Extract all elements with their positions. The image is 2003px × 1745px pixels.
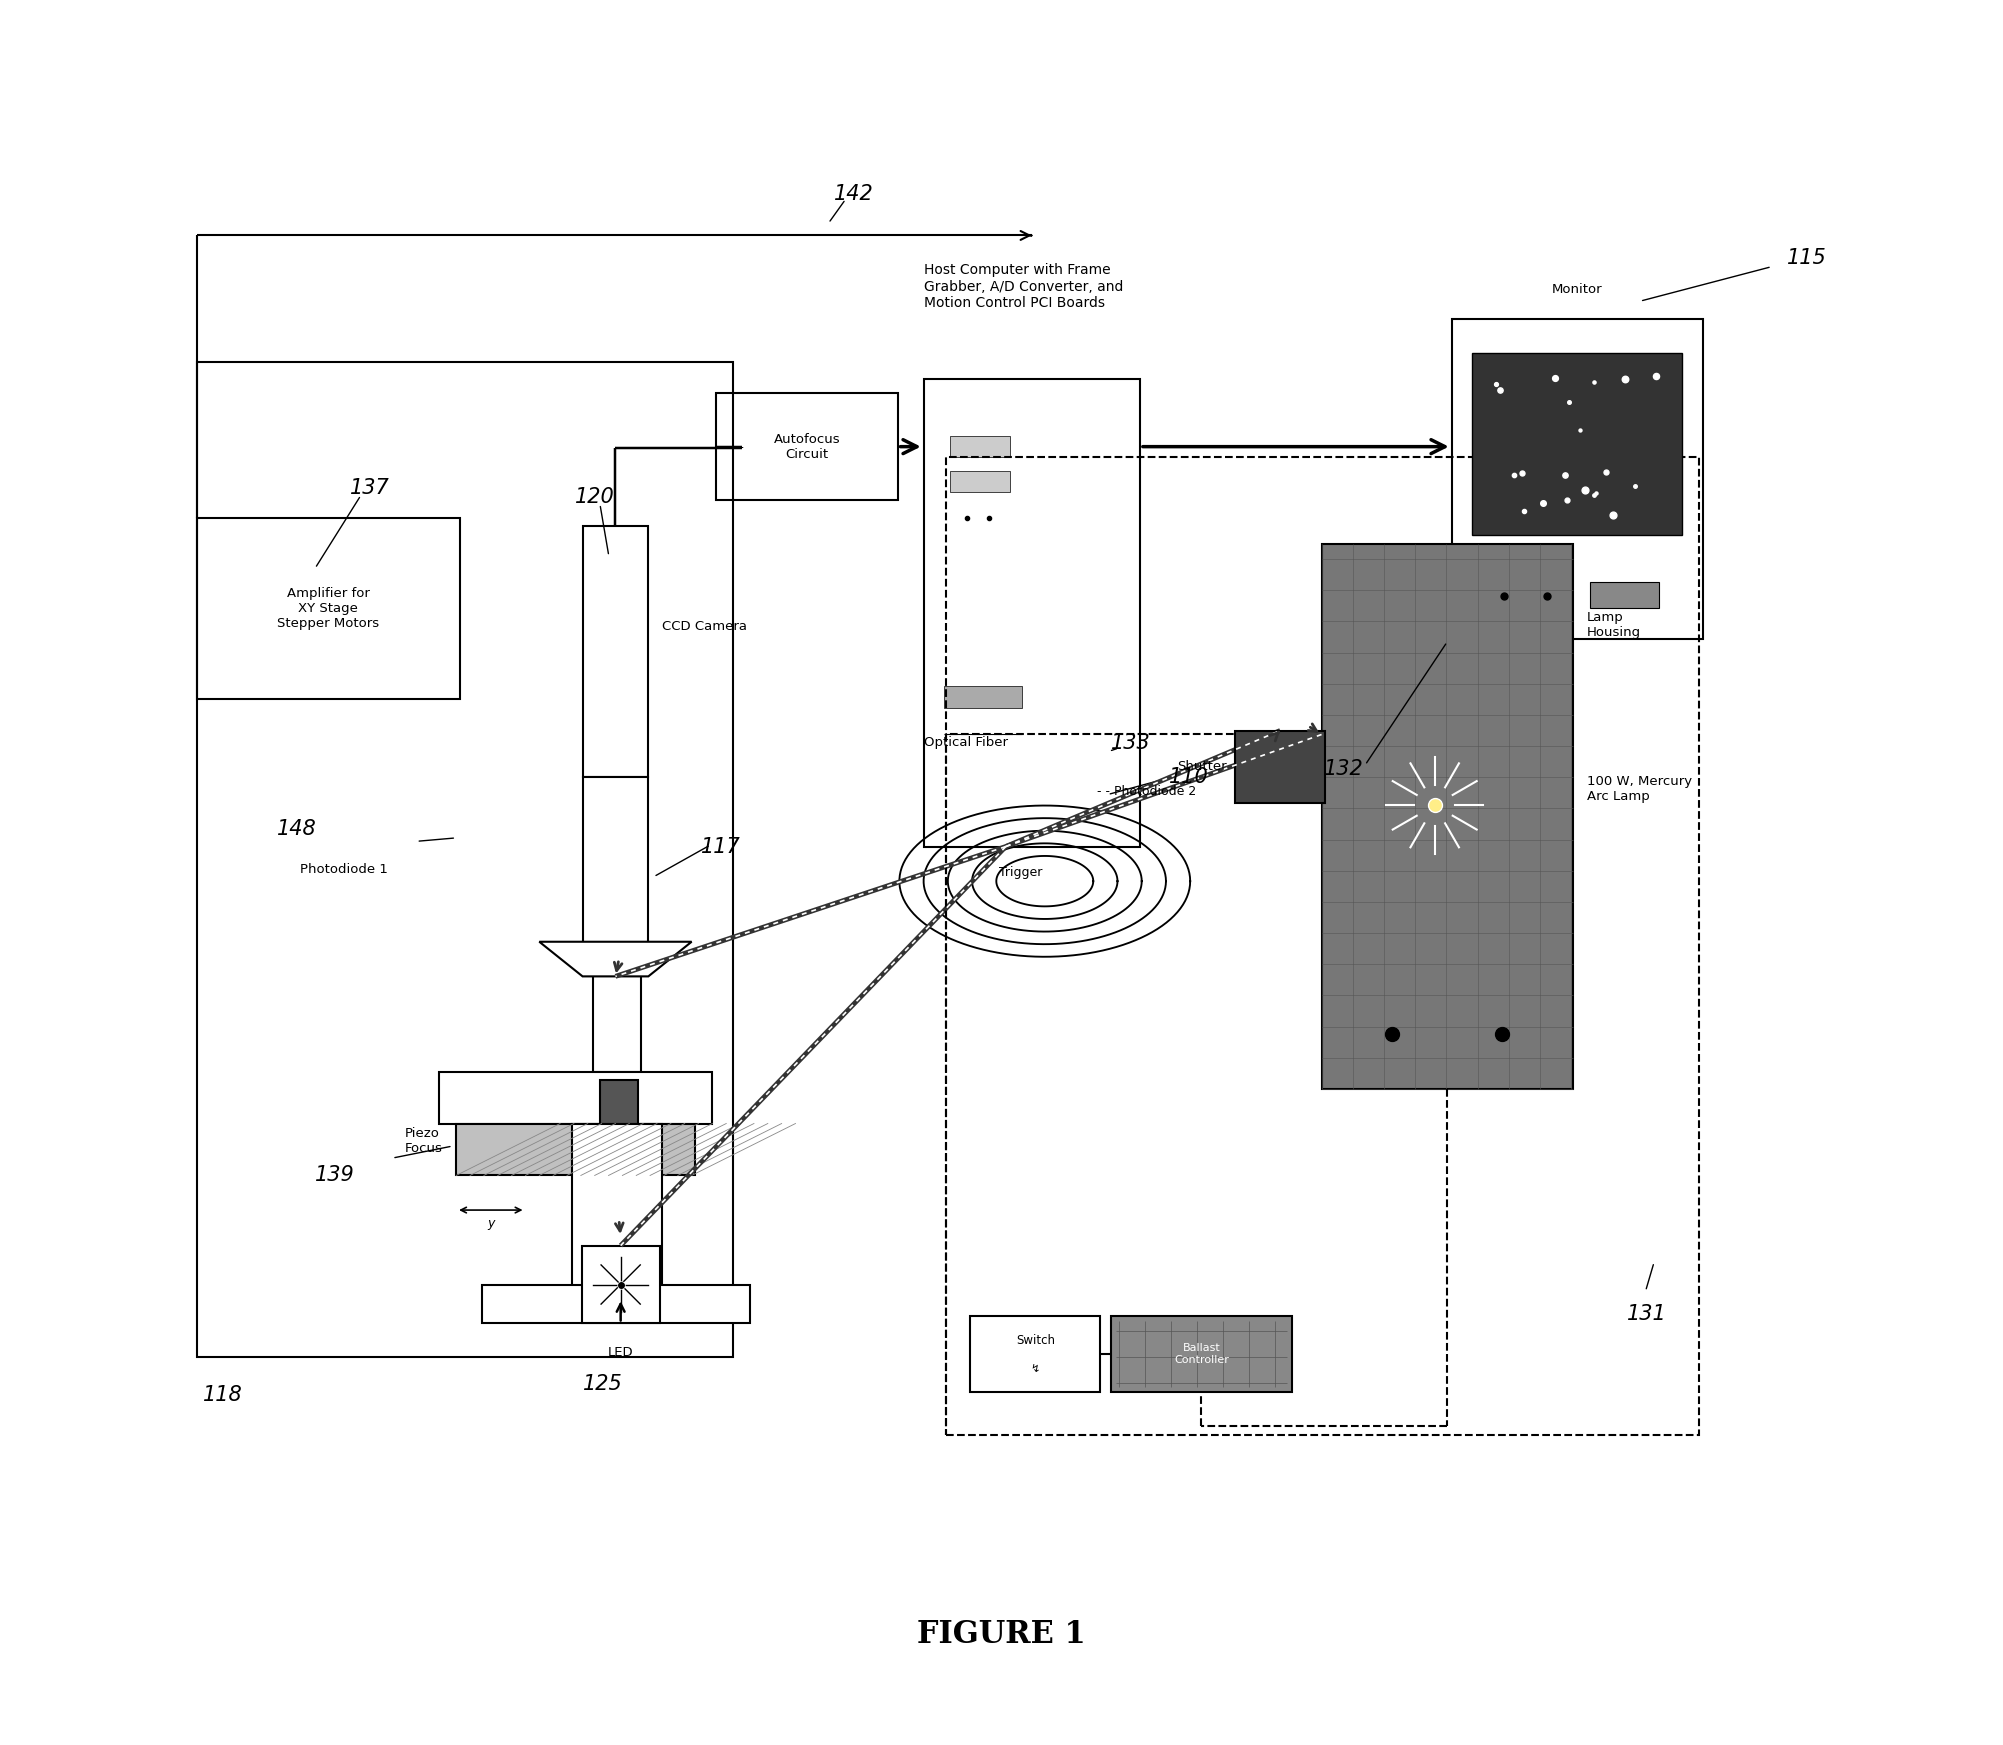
Text: Shutter: Shutter (1178, 761, 1226, 773)
Text: 137: 137 (351, 478, 389, 497)
FancyBboxPatch shape (457, 1124, 695, 1176)
Text: y: y (487, 1218, 495, 1230)
FancyBboxPatch shape (439, 1071, 713, 1124)
Text: 115: 115 (1787, 248, 1827, 269)
FancyBboxPatch shape (583, 777, 649, 977)
Text: 142: 142 (835, 183, 873, 204)
FancyBboxPatch shape (715, 393, 897, 501)
Text: 132: 132 (1324, 759, 1364, 778)
Text: CCD Camera: CCD Camera (663, 619, 747, 633)
Text: Photodiode 1: Photodiode 1 (300, 862, 389, 876)
FancyBboxPatch shape (1590, 581, 1658, 607)
FancyBboxPatch shape (1472, 352, 1683, 536)
FancyBboxPatch shape (1236, 731, 1326, 803)
FancyBboxPatch shape (196, 518, 459, 700)
Text: 117: 117 (701, 836, 741, 857)
Text: Lamp
Housing: Lamp Housing (1586, 611, 1640, 639)
Text: Monitor: Monitor (1552, 283, 1602, 297)
FancyBboxPatch shape (1110, 1316, 1292, 1393)
Text: 100 W, Mercury
Arc Lamp: 100 W, Mercury Arc Lamp (1586, 775, 1693, 803)
FancyBboxPatch shape (483, 1284, 751, 1323)
Text: Switch: Switch (1016, 1333, 1056, 1347)
FancyBboxPatch shape (949, 436, 1010, 457)
Text: Trigger: Trigger (999, 866, 1044, 879)
Text: Host Computer with Frame
Grabber, A/D Converter, and
Motion Control PCI Boards: Host Computer with Frame Grabber, A/D Co… (923, 263, 1124, 311)
Text: 125: 125 (583, 1373, 623, 1394)
FancyBboxPatch shape (1322, 544, 1572, 1089)
FancyBboxPatch shape (599, 1080, 639, 1124)
Text: LED: LED (607, 1345, 633, 1359)
FancyBboxPatch shape (949, 471, 1010, 492)
Text: ↯: ↯ (1032, 1365, 1040, 1373)
FancyBboxPatch shape (581, 1246, 659, 1323)
Text: FIGURE 1: FIGURE 1 (917, 1619, 1086, 1649)
FancyBboxPatch shape (593, 977, 641, 1071)
Text: Autofocus
Circuit: Autofocus Circuit (773, 433, 839, 461)
Text: Piezo
Focus: Piezo Focus (405, 1127, 443, 1155)
Text: 148: 148 (276, 818, 316, 839)
Text: 131: 131 (1626, 1304, 1666, 1324)
Text: 118: 118 (202, 1386, 242, 1405)
Polygon shape (539, 942, 691, 977)
Text: - - Photodiode 2: - - Photodiode 2 (1098, 785, 1196, 797)
Text: Amplifier for
XY Stage
Stepper Motors: Amplifier for XY Stage Stepper Motors (276, 586, 379, 630)
Text: Ballast
Controller: Ballast Controller (1174, 1344, 1230, 1365)
FancyBboxPatch shape (573, 1124, 663, 1288)
Text: 110: 110 (1168, 768, 1208, 787)
FancyBboxPatch shape (923, 379, 1140, 846)
FancyBboxPatch shape (583, 527, 649, 777)
Text: 120: 120 (575, 487, 615, 506)
Text: 133: 133 (1112, 733, 1152, 752)
Text: Optical Fiber: Optical Fiber (923, 736, 1008, 749)
Text: 139: 139 (314, 1166, 355, 1185)
FancyBboxPatch shape (969, 1316, 1100, 1393)
FancyBboxPatch shape (943, 686, 1022, 708)
FancyBboxPatch shape (1452, 319, 1703, 639)
